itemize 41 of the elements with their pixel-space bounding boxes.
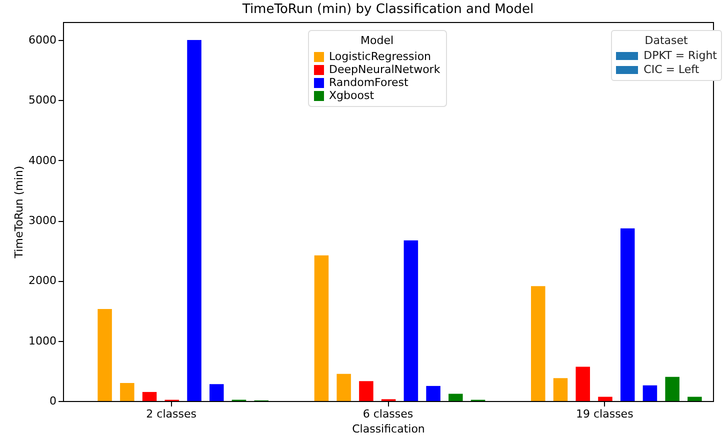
bar <box>359 381 374 401</box>
bar <box>336 374 351 401</box>
y-tick-label: 2000 <box>28 274 56 288</box>
legend-label: DeepNeuralNetwork <box>329 63 441 76</box>
y-tick-label: 5000 <box>28 94 56 107</box>
legend-title: Model <box>360 34 394 47</box>
bar <box>553 378 568 401</box>
bar <box>688 396 702 401</box>
annotation: DPKT = Right <box>644 49 717 62</box>
y-tick-label: 3000 <box>28 214 56 228</box>
bar <box>142 392 157 401</box>
bar <box>448 394 463 401</box>
annotation: Dataset <box>644 34 689 47</box>
annotation: CIC = Left <box>644 63 700 76</box>
y-tick-label: 6000 <box>28 34 56 47</box>
bar <box>531 286 546 401</box>
bar <box>620 228 635 401</box>
y-axis-title: TimeToRun (min) <box>12 166 26 260</box>
bar <box>314 255 329 401</box>
bar <box>120 382 134 401</box>
y-tick-label: 1000 <box>28 334 56 348</box>
bar <box>404 240 418 401</box>
x-tick-label: 2 classes <box>146 408 197 420</box>
chart-title: TimeToRun (min) by Classification and Model <box>241 2 534 17</box>
x-tick-label: 6 classes <box>362 408 414 420</box>
bar <box>642 385 658 401</box>
bar <box>98 308 112 401</box>
bar <box>576 366 590 401</box>
y-tick-label: 4000 <box>28 154 56 167</box>
bar <box>209 384 224 401</box>
bar <box>426 386 440 401</box>
bar <box>598 396 612 401</box>
x-axis-title: Classification <box>352 422 425 436</box>
bar <box>665 376 680 401</box>
legend-label: RandomForest <box>329 76 409 89</box>
y-tick-label: 0 <box>50 394 56 408</box>
bar <box>187 40 202 401</box>
legend-panel: Dataset DPKT = Right CIC = Left <box>610 30 722 81</box>
x-tick-label: 19 classes <box>576 408 634 420</box>
legend-label: Xgboost <box>329 89 375 102</box>
legend-label: LogisticRegression <box>329 50 432 63</box>
